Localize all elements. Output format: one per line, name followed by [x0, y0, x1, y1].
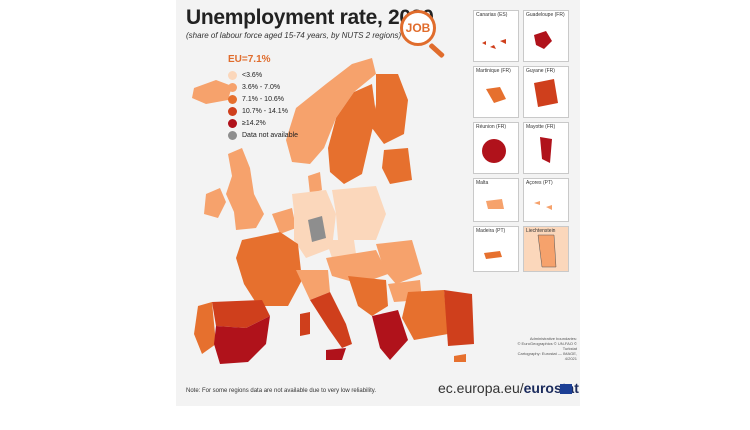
footnote: Note: For some regions data are not avai…: [186, 388, 376, 394]
credit-line: © EuroGeographics © UN-FAO © Turkstat: [517, 341, 577, 351]
inset-label: Madeira (PT): [476, 228, 506, 234]
region-sardinia: [300, 312, 310, 336]
region-benelux: [272, 208, 296, 234]
legend-label: Data not available: [242, 131, 299, 139]
europe-map: [192, 58, 474, 364]
inset-map: [534, 201, 552, 210]
legend-swatch: [228, 70, 237, 80]
credit-line: Cartography: Eurostat — IMAGE, 4/2021: [517, 351, 577, 361]
inset-panels: Canarias (ES) Guadeloupe (FR) Martinique…: [473, 10, 571, 272]
eu-flag-icon: [560, 384, 572, 394]
legend-label: ≥14.2%: [242, 119, 266, 127]
page-title: Unemployment rate, 2020: [186, 6, 434, 29]
legend-label: 10.7% - 14.1%: [242, 107, 288, 115]
website-link[interactable]: ec.europa.eu/eurostat: [438, 380, 579, 396]
region-sicily: [326, 348, 346, 360]
legend-swatch: [228, 106, 237, 116]
job-badge-text: JOB: [405, 21, 431, 35]
legend-swatch: [228, 118, 237, 128]
region-turkey-east: [444, 290, 474, 346]
region-turkey-west: [402, 290, 448, 340]
legend-label: <3.6%: [242, 71, 263, 79]
legend: EU=7.1% <3.6% 3.6% - 7.0% 7.1% - 10.6% 1…: [228, 54, 298, 141]
inset-map: [486, 87, 506, 103]
inset-guyane: Guyane (FR): [523, 66, 569, 118]
inset-map: [482, 139, 506, 163]
legend-item: <3.6%: [228, 69, 298, 81]
region-france: [236, 232, 302, 306]
page-subtitle: (share of labour force aged 15-74 years,…: [186, 31, 402, 40]
inset-map: [540, 137, 552, 163]
region-romania: [376, 240, 422, 284]
inset-madeira: Madeira (PT): [473, 226, 519, 272]
inset-label: Martinique (FR): [476, 68, 511, 74]
inset-label: Mayotte (FR): [526, 124, 556, 130]
legend-item: 10.7% - 14.1%: [228, 105, 298, 117]
legend-swatch: [228, 82, 237, 92]
region-cyprus: [454, 354, 466, 362]
inset-map: [484, 251, 502, 259]
inset-map: [537, 234, 557, 268]
region-balkans: [348, 276, 388, 316]
region-czechia: [326, 240, 356, 258]
region-poland: [332, 186, 386, 240]
inset-map: [534, 31, 552, 49]
inset-label: Malta: [476, 180, 489, 186]
legend-swatch: [228, 94, 237, 104]
legend-item: ≥14.2%: [228, 117, 298, 129]
region-denmark: [308, 172, 322, 194]
inset-map: [534, 79, 558, 107]
inset-label: Guyane (FR): [526, 68, 555, 74]
inset-liechtenstein: Liechtenstein: [523, 226, 569, 272]
inset-guadeloupe: Guadeloupe (FR): [523, 10, 569, 62]
region-ireland: [204, 188, 226, 218]
job-magnifier-icon: JOB: [400, 10, 436, 46]
inset-martinique: Martinique (FR): [473, 66, 519, 118]
credit-line: Administrative boundaries:: [529, 336, 577, 341]
region-italy-south: [310, 292, 352, 348]
region-norway: [286, 58, 376, 164]
inset-malta: Malta: [473, 178, 519, 222]
region-italy-north: [296, 270, 330, 300]
inset-label: Liechtenstein: [526, 228, 556, 234]
region-austria-hungary: [326, 250, 388, 284]
inset-acores: Açores (PT): [523, 178, 569, 222]
inset-reunion: Réunion (FR): [473, 122, 519, 174]
legend-item: 3.6% - 7.0%: [228, 81, 298, 93]
map-credits: Administrative boundaries: © EuroGeograp…: [513, 336, 577, 361]
region-germany-nodata: [308, 216, 326, 242]
region-sweden: [328, 84, 376, 184]
region-baltics: [382, 148, 412, 184]
website-prefix: ec.europa.eu/: [438, 380, 524, 396]
inset-label: Açores (PT): [526, 180, 553, 186]
legend-label: 3.6% - 7.0%: [242, 83, 281, 91]
region-spain-south: [214, 316, 270, 364]
region-spain-north: [212, 300, 270, 328]
region-iceland: [192, 80, 232, 104]
inset-label: Canarias (ES): [476, 12, 508, 18]
region-portugal: [194, 302, 216, 354]
inset-mayotte: Mayotte (FR): [523, 122, 569, 174]
region-greece: [372, 310, 408, 360]
inset-canarias: Canarias (ES): [473, 10, 519, 62]
inset-label: Réunion (FR): [476, 124, 507, 130]
legend-label: 7.1% - 10.6%: [242, 95, 285, 103]
region-finland: [372, 74, 408, 144]
inset-map: [486, 199, 504, 209]
legend-item: Data not available: [228, 129, 298, 141]
legend-swatch: [228, 130, 237, 140]
inset-label: Guadeloupe (FR): [526, 12, 565, 18]
region-uk: [226, 148, 264, 230]
eu-average: EU=7.1%: [228, 54, 271, 65]
inset-map: [482, 39, 506, 49]
legend-item: 7.1% - 10.6%: [228, 93, 298, 105]
